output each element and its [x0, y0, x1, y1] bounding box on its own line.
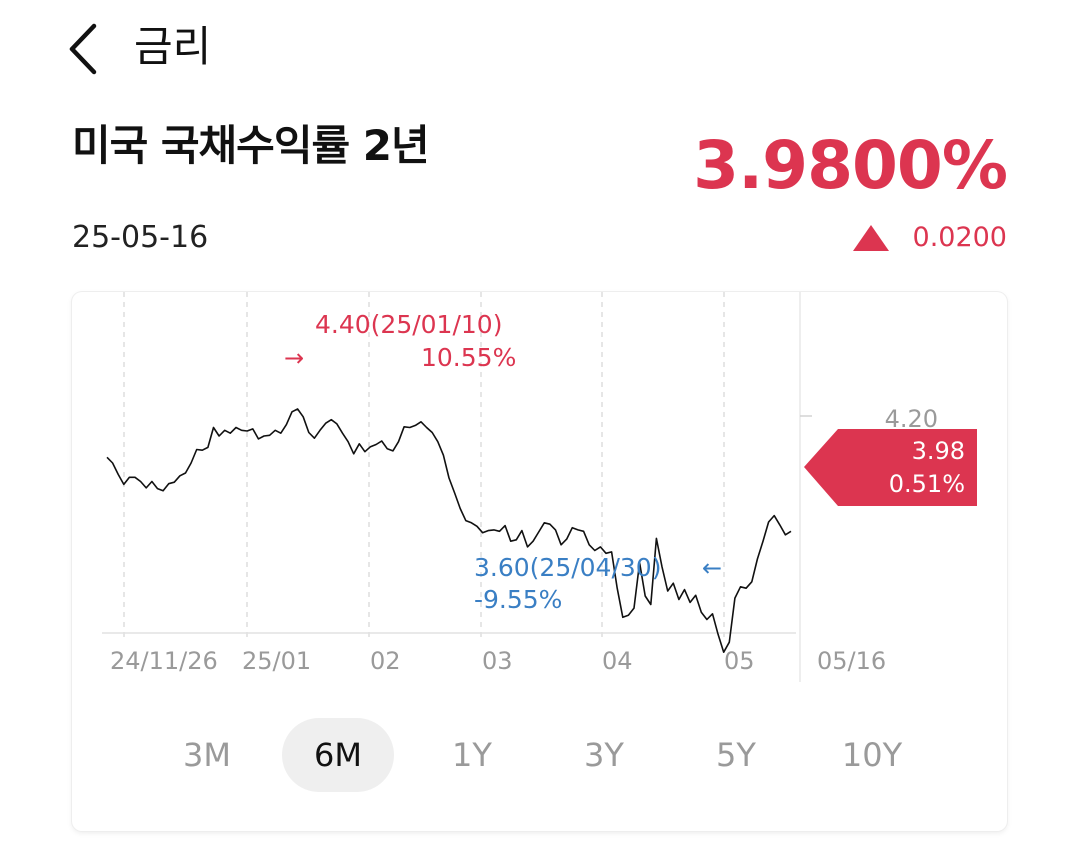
price-change: 0.0200: [852, 220, 1007, 256]
period-3y-button[interactable]: 3Y: [584, 736, 624, 774]
chart-labels: 24/11/26 25/01 02 03 04 05 05/16 4.20 → 4.40(25/0…: [110, 310, 977, 675]
max-annotation-pct: 10.55%: [421, 343, 516, 372]
chart-card: 24/11/26 25/01 02 03 04 05 05/16 4.20 → 4.40(25/0…: [72, 292, 1007, 831]
x-tick-label: 03: [482, 647, 513, 675]
back-button[interactable]: [64, 20, 110, 78]
current-price: 3.9800%: [693, 127, 1008, 204]
triangle-up-icon: [852, 225, 889, 251]
x-tick-label: 25/01: [242, 647, 311, 675]
current-value-flag: [804, 429, 977, 506]
period-selector: 3M 6M 1Y 3Y 5Y 10Y: [72, 710, 1007, 792]
x-tick-label: 04: [602, 647, 633, 675]
chart-grid: [102, 292, 812, 682]
page-title: 금리: [134, 22, 212, 71]
period-6m-button[interactable]: 6M: [282, 718, 394, 792]
current-value: 3.98: [912, 437, 965, 465]
asset-name: 미국 국채수익률 2년: [72, 121, 430, 170]
period-10y-button[interactable]: 10Y: [841, 736, 903, 774]
line-chart[interactable]: 24/11/26 25/01 02 03 04 05 05/16 4.20 → 4.40(25/0…: [72, 292, 1007, 702]
max-annotation-label: 4.40(25/01/10): [315, 310, 502, 339]
series-line: [106, 408, 792, 653]
price-change-value: 0.0200: [912, 222, 1007, 253]
period-5y-button[interactable]: 5Y: [716, 736, 756, 774]
y-tick-label: 4.20: [885, 405, 938, 433]
chevron-left-icon: [69, 23, 97, 75]
top-app-bar: 금리: [0, 0, 1079, 100]
min-annotation-label: 3.60(25/04/30): [474, 553, 661, 582]
quote-date: 25-05-16: [72, 220, 209, 255]
x-tick-label: 05/16: [817, 647, 886, 675]
x-tick-label: 24/11/26: [110, 647, 218, 675]
period-3m-button[interactable]: 3M: [183, 736, 231, 774]
min-arrow-icon: ←: [702, 554, 722, 582]
period-1y-button[interactable]: 1Y: [452, 736, 492, 774]
min-annotation-pct: -9.55%: [474, 585, 562, 614]
x-tick-label: 02: [370, 647, 401, 675]
max-arrow-icon: →: [284, 344, 304, 372]
x-tick-label: 05: [724, 647, 755, 675]
current-pct: 0.51%: [889, 470, 965, 498]
